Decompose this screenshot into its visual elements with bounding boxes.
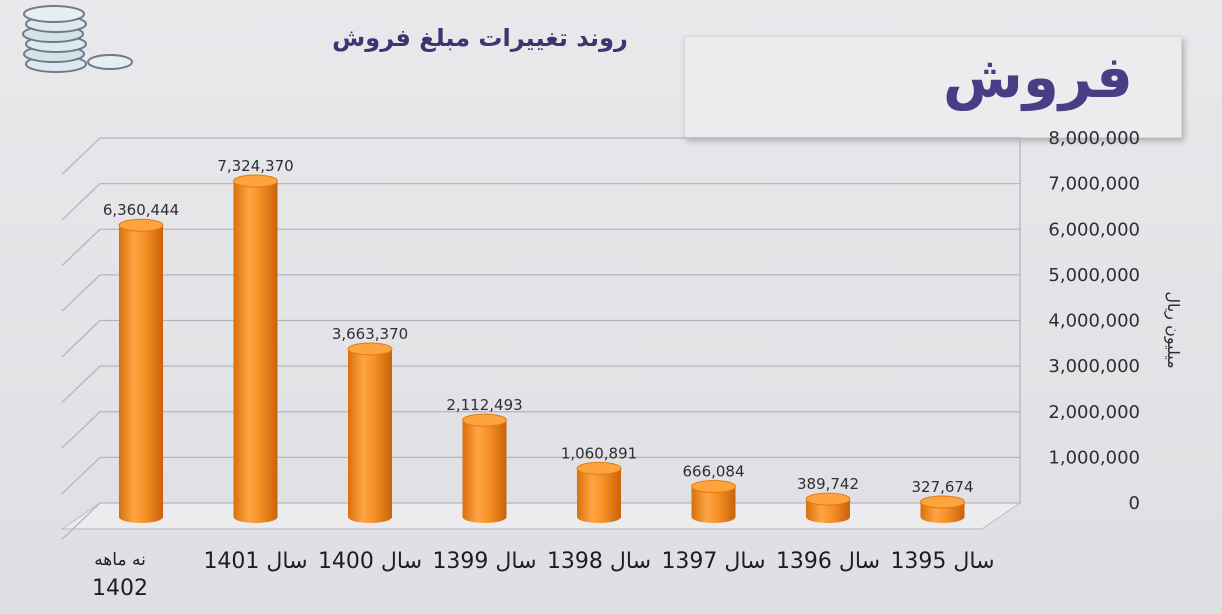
bar-value-label: 666,084 [682, 462, 744, 480]
y-tick-label: 1,000,000 [1048, 447, 1140, 468]
bar [118, 218, 164, 523]
bar [347, 342, 393, 523]
bar-body [233, 180, 278, 524]
gridline-side [61, 456, 101, 495]
y-tick-label: 5,000,000 [1048, 265, 1140, 286]
bar-top [462, 413, 507, 427]
bar-value-label: 3,663,370 [332, 325, 408, 343]
x-category-label: سال 1396 [776, 549, 880, 574]
x-category-label: سال 1398 [547, 549, 651, 574]
bar-top [805, 492, 851, 506]
bar-body [806, 499, 850, 523]
bar-body [348, 348, 392, 523]
bar-top [118, 218, 164, 232]
x-category-label: سال 1397 [661, 549, 765, 574]
bar-top [233, 174, 278, 188]
x-category-label: سال 1400 [318, 549, 422, 574]
y-tick-label: 4,000,000 [1048, 311, 1140, 332]
bar-top [347, 342, 393, 356]
title-panel: فروش [684, 36, 1182, 138]
bar-value-label: 389,742 [797, 475, 859, 493]
gridline-side [61, 365, 101, 403]
coins-stack-icon [22, 5, 133, 73]
bar [462, 413, 507, 523]
bar [691, 479, 736, 523]
bar-value-label: 7,324,370 [217, 157, 293, 175]
chart-floor [60, 502, 1022, 530]
y-axis-label: میلیون ریال [1163, 291, 1183, 368]
y-tick-label: 3,000,000 [1048, 356, 1140, 377]
bar [920, 495, 965, 523]
y-tick-label: 8,000,000 [1048, 128, 1140, 149]
x-category-label: نه ماهه [94, 550, 146, 570]
bar-value-label: 1,060,891 [561, 444, 637, 462]
x-category-label: سال 1395 [890, 549, 994, 574]
x-category-label: 1402 [92, 576, 148, 601]
bar-top [576, 461, 622, 475]
bar-body [119, 225, 163, 523]
gridline-side [61, 411, 101, 449]
gridline-side [61, 228, 101, 267]
gridline-side [61, 183, 101, 221]
bar-body [462, 420, 507, 523]
bar-body [577, 468, 621, 523]
y-tick-label: 7,000,000 [1048, 174, 1140, 195]
gridline-side [61, 502, 101, 540]
y-tick-label: 0 [1129, 493, 1140, 514]
x-category-label: سال 1401 [203, 549, 307, 574]
bar-value-label: 327,674 [911, 478, 973, 496]
bar [576, 461, 622, 523]
y-tick-label: 2,000,000 [1048, 402, 1140, 423]
gridline-side [61, 274, 101, 312]
page-title: فروش [942, 43, 1133, 111]
bar-top [691, 479, 736, 493]
x-category-label: سال 1399 [432, 549, 536, 574]
bar-body [691, 486, 736, 523]
chart-subtitle: روند تغییرات مبلغ فروش [332, 24, 628, 52]
y-tick-label: 6,000,000 [1048, 219, 1140, 240]
bar-value-label: 2,112,493 [446, 396, 522, 414]
bar [805, 492, 851, 523]
bar-value-label: 6,360,444 [103, 201, 179, 219]
gridline-side [61, 137, 101, 175]
gridline-side [61, 320, 101, 358]
bar-top [920, 495, 965, 509]
bar [233, 174, 278, 524]
